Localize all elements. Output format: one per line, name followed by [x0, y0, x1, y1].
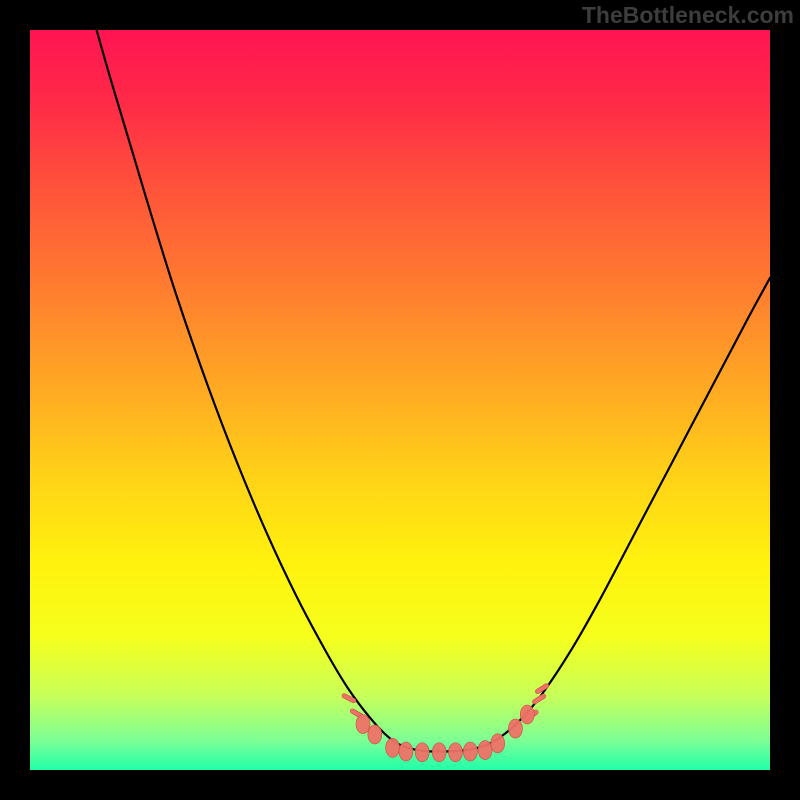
plot-area: [30, 30, 770, 770]
curve-bottom-marker: [415, 743, 429, 762]
curve-bottom-marker: [386, 738, 400, 757]
curve-bottom-marker: [520, 705, 534, 724]
curve-dash-marker: [532, 693, 547, 705]
chart-overlay: [30, 30, 770, 770]
curve-bottom-marker: [508, 719, 522, 738]
curve-dash-marker: [341, 693, 356, 704]
bottleneck-curve: [97, 30, 770, 752]
curve-bottom-marker: [356, 715, 370, 734]
curve-bottom-marker: [478, 741, 492, 760]
curve-bottom-marker: [491, 734, 505, 753]
curve-bottom-marker: [368, 725, 382, 744]
curve-bottom-marker: [463, 742, 477, 761]
curve-bottom-marker: [449, 743, 463, 762]
curve-bottom-marker: [432, 743, 446, 762]
watermark-text: TheBottleneck.com: [582, 2, 794, 29]
curve-bottom-marker: [399, 742, 413, 761]
